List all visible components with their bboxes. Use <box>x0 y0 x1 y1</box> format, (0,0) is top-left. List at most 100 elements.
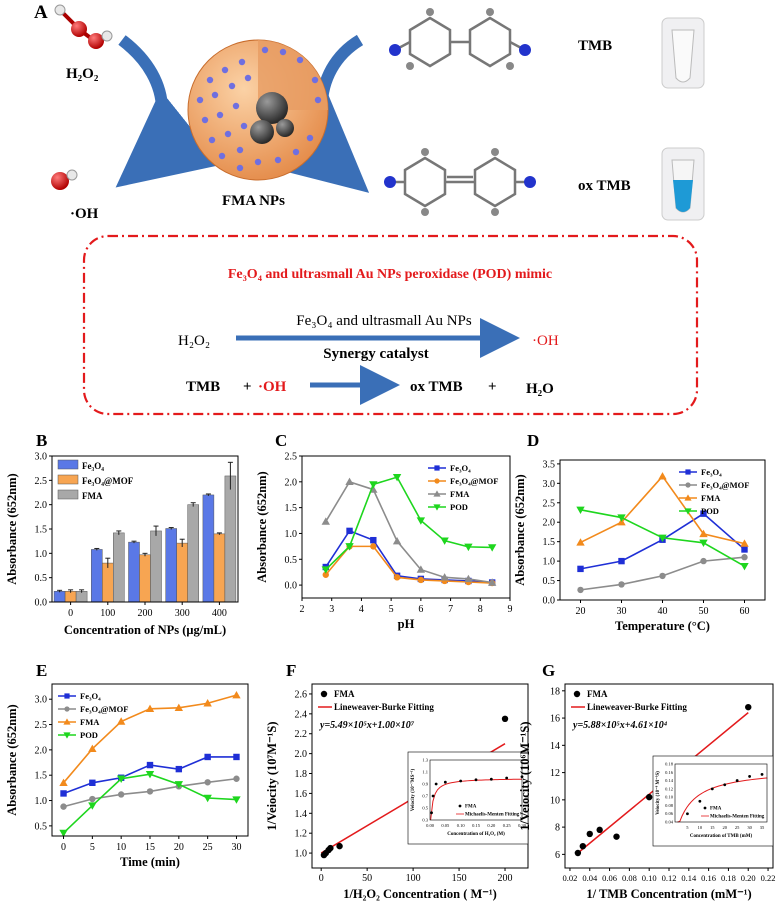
y-ytick-label: 10 <box>550 795 560 806</box>
data-point <box>232 690 241 699</box>
x-tick-label: 0.20 <box>741 873 756 883</box>
data-point <box>146 788 154 795</box>
oxtmb-molecule-icon <box>384 148 536 216</box>
data-point <box>145 704 155 713</box>
data-point <box>577 565 584 573</box>
x-tick-label: 0.12 <box>662 873 677 883</box>
data-point <box>440 537 449 545</box>
x-tick-label: 50 <box>362 873 372 884</box>
inset-x-tick-label: 35 <box>760 825 765 830</box>
oh-label: ·OH <box>70 206 99 222</box>
x-axis-title: 1/H₂O₂ Concentration ( M⁻¹) <box>343 887 497 901</box>
panel-label: D <box>527 431 539 450</box>
data-point <box>327 844 334 852</box>
legend-marker <box>63 732 71 739</box>
data-point <box>204 753 211 761</box>
y-ytick-label: 1.8 <box>295 769 308 780</box>
data-point <box>741 546 748 553</box>
data-point <box>146 761 154 769</box>
r1-catalyst: Fe₃O₄ and ultrasmall Au NPs <box>296 313 472 329</box>
x-tick-label: 20 <box>174 842 184 853</box>
y-ytick-label: 1.0 <box>35 796 48 807</box>
legend-label: POD <box>701 506 719 516</box>
data-point <box>618 557 625 565</box>
inset-y-tick-label: 0.04 <box>665 820 674 825</box>
x-tick-label: 0.10 <box>642 873 657 883</box>
data-point <box>203 794 212 803</box>
data-point <box>89 795 96 803</box>
data-point <box>659 572 666 580</box>
x-tick-label: 50 <box>699 606 709 617</box>
y-ytick-label: 1.0 <box>285 529 298 540</box>
inset-data-point <box>760 772 764 776</box>
inset-background <box>652 755 774 847</box>
inset-data-point <box>710 787 714 791</box>
inset-frame <box>429 759 523 821</box>
data-point <box>60 803 67 810</box>
x-tick-label: 3 <box>329 604 334 615</box>
legend-label: Fe₃O₄ <box>82 461 104 471</box>
data-point <box>345 543 354 551</box>
data-point <box>346 527 353 535</box>
r2-oh: ·OH <box>258 379 287 395</box>
x-tick-label: 40 <box>658 606 668 617</box>
data-point <box>204 779 211 786</box>
inset-y-tick-label: 0.08 <box>665 803 674 808</box>
y-ytick-label: 1.0 <box>543 557 556 568</box>
legend-label: FMA <box>450 489 470 499</box>
inset-y-tick-label: 0.14 <box>665 778 674 783</box>
inset-x-tick-label: 20 <box>722 825 727 830</box>
data-point <box>345 477 354 486</box>
data-point <box>658 472 667 480</box>
legend-label: POD <box>80 730 98 740</box>
r2-h2o: H₂O <box>526 381 554 397</box>
bar <box>75 591 88 603</box>
legend-marker <box>320 690 328 698</box>
x-tick-label: 300 <box>175 608 190 619</box>
data-point <box>579 842 587 850</box>
data-point <box>464 574 473 583</box>
y-ytick-label: 2.0 <box>35 745 48 756</box>
data-point <box>700 510 707 517</box>
inset-y-tick-label: 0.16 <box>665 770 674 775</box>
legend-marker <box>64 706 70 712</box>
bar <box>150 530 162 603</box>
legend-marker <box>684 508 692 515</box>
inset-legend-marker <box>458 804 462 808</box>
inset-x-tick-label: 25 <box>735 825 740 830</box>
x-tick-label: 25 <box>203 842 213 853</box>
x-tick-label: 0.08 <box>622 873 637 883</box>
r1-oh: ·OH <box>532 333 559 349</box>
y-axis-title: Absorbance (652nm) <box>5 473 19 584</box>
y-ytick-label: 1.0 <box>295 849 308 860</box>
data-point <box>60 790 67 797</box>
legend-marker <box>684 494 692 501</box>
x-tick-label: 15 <box>145 842 155 853</box>
series-line <box>325 476 493 571</box>
x-tick-label: 0.04 <box>582 873 598 883</box>
data-point <box>392 473 402 482</box>
data-point <box>392 537 402 545</box>
data-point <box>745 703 752 711</box>
x-tick-label: 0.16 <box>701 873 716 883</box>
y-ytick-label: 2.0 <box>543 518 556 529</box>
oxtmb-label: ox TMB <box>578 178 631 194</box>
hydroxyl-radical-icon <box>51 169 78 190</box>
inset-x-tick-label: 0.10 <box>457 823 466 828</box>
data-point <box>416 565 426 573</box>
inset-y-tick-label: 0.9 <box>422 782 428 787</box>
legend-swatch <box>57 489 79 500</box>
x-tick-label: 0 <box>61 842 66 853</box>
data-point <box>174 781 184 789</box>
legend-marker <box>434 465 440 471</box>
data-point <box>741 554 748 561</box>
y-ytick-label: 0.5 <box>35 573 48 584</box>
bar <box>102 562 114 603</box>
tmb-label: TMB <box>578 38 612 54</box>
y-axis-title: 1/Veiocity (10⁶M⁻¹S) <box>518 721 532 830</box>
legend-label: Fe₃O₄ <box>80 691 101 701</box>
x-tick-label: 100 <box>406 873 421 884</box>
data-point <box>393 574 401 581</box>
y-ytick-label: 2.6 <box>295 689 308 700</box>
data-point <box>116 717 126 725</box>
